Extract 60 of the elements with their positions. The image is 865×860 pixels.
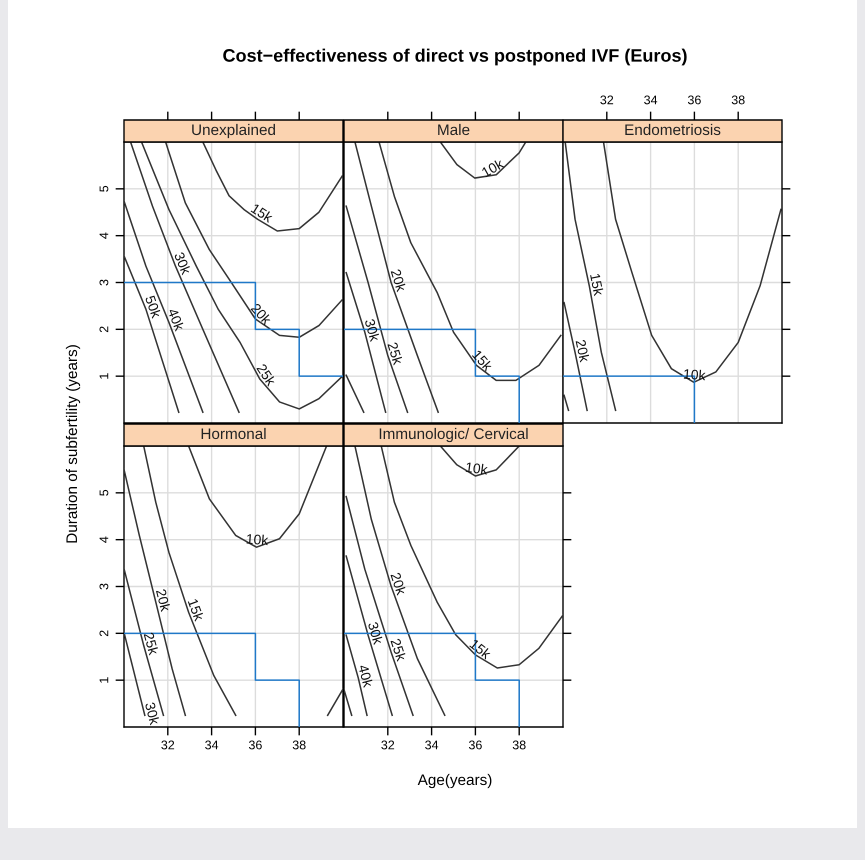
text: 25k — [144, 632, 160, 656]
y-tick-label: 1 — [100, 373, 108, 379]
y-tick-label: 4 — [100, 232, 108, 239]
x-tick-label: 34 — [205, 740, 218, 750]
text: 40k — [168, 307, 186, 332]
text: 30k — [368, 621, 384, 646]
chart-title: Male — [438, 124, 470, 136]
x-tick-label: 36 — [688, 95, 701, 104]
line-series — [202, 142, 343, 232]
series-label: 10k — [684, 368, 706, 380]
x-tick-label: 32 — [381, 740, 394, 750]
text: 30k — [364, 318, 380, 342]
text: 50k — [144, 294, 162, 319]
y-axis-title: Duration of subfertility (years) — [66, 345, 80, 543]
text: 30k — [174, 251, 192, 276]
y-tick-label: 5 — [100, 186, 108, 192]
text: 25k — [256, 363, 277, 387]
x-tick-label: 38 — [732, 95, 745, 104]
text: 15k — [188, 598, 205, 622]
line-series — [130, 142, 240, 413]
x-tick-label: 38 — [292, 740, 306, 750]
x-tick-label: 34 — [644, 95, 658, 104]
text: 15k — [472, 349, 494, 372]
text: 20k — [390, 572, 407, 596]
x-tick-label: 32 — [600, 95, 614, 104]
x-tick-label: 36 — [468, 740, 482, 750]
text: 20k — [576, 339, 590, 363]
text: 20k — [156, 588, 172, 612]
x-tick-label: 34 — [425, 740, 438, 750]
text: 25k — [387, 342, 404, 366]
x-axis-title: Age(years) — [418, 774, 492, 788]
text: 15k — [469, 638, 492, 660]
y-tick-label: 1 — [100, 677, 108, 683]
chart-title: Immunologic/ Cervical — [380, 428, 528, 442]
text: Cost−effectiveness of direct vs postponed IVF (Euros) — [223, 48, 687, 66]
x-tick-label: 32 — [161, 740, 174, 750]
line-series — [188, 446, 328, 548]
line-series — [124, 200, 204, 413]
text: 10k — [466, 462, 488, 475]
y-tick-label: 3 — [99, 280, 108, 286]
text: 15k — [250, 202, 274, 224]
y-tick-label: 2 — [99, 630, 108, 636]
chart-title: Hormonal — [202, 428, 266, 440]
x-tick-label: 36 — [248, 740, 262, 750]
chart-title: Endometriosis — [625, 124, 720, 136]
text: 15k — [590, 273, 604, 296]
line-series — [164, 142, 343, 338]
text: 40k — [358, 664, 374, 688]
text: 20k — [250, 302, 273, 326]
chart-title: Unexplained — [192, 124, 275, 138]
text: 25k — [390, 638, 407, 662]
text: 30k — [144, 702, 160, 726]
y-tick-label: 5 — [100, 490, 108, 496]
y-tick-label: 3 — [99, 584, 108, 590]
y-tick-label: 2 — [99, 326, 108, 332]
text: 20k — [390, 268, 407, 292]
y-tick-label: 4 — [100, 536, 108, 543]
text: 10k — [480, 158, 505, 178]
series-label: 10k — [246, 533, 269, 546]
x-tick-label: 38 — [512, 740, 526, 750]
